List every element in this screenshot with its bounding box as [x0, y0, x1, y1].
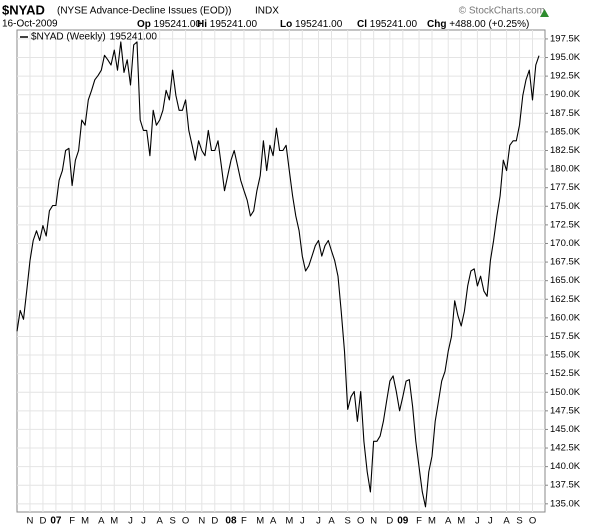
y-tick-label: 155.0K	[550, 350, 581, 361]
y-tick-label: 192.5K	[550, 71, 581, 82]
source: © StockCharts.com	[459, 6, 545, 17]
y-tick-label: 165.0K	[550, 275, 581, 286]
x-tick-label: A	[156, 516, 163, 527]
date: 16-Oct-2009	[2, 19, 58, 30]
x-tick-label: F	[69, 516, 75, 527]
y-tick-label: 150.0K	[550, 387, 581, 398]
y-tick-label: 185.0K	[550, 126, 581, 137]
y-tick-label: 145.0K	[550, 424, 581, 435]
y-tick-label: 140.0K	[550, 461, 581, 472]
y-tick-label: 170.0K	[550, 238, 581, 249]
x-tick-label: J	[475, 516, 480, 527]
x-tick-label: S	[345, 516, 351, 527]
y-tick-label: 162.5K	[550, 294, 581, 305]
y-tick-label: 190.0K	[550, 89, 581, 100]
y-tick-label: 137.5K	[550, 480, 581, 491]
y-tick-label: 180.0K	[550, 164, 581, 175]
quote-item: Op 195241.00	[137, 19, 201, 30]
y-tick-label: 177.5K	[550, 182, 581, 193]
y-tick-label: 187.5K	[550, 108, 581, 119]
x-tick-label: J	[488, 516, 493, 527]
x-tick-label: 08	[225, 516, 237, 527]
x-tick-label: O	[529, 516, 536, 527]
x-tick-label: J	[316, 516, 321, 527]
x-tick-label: D	[211, 516, 218, 527]
y-tick-label: 175.0K	[550, 201, 581, 212]
x-tick-label: D	[40, 516, 47, 527]
quote-value: 195241.00	[154, 19, 202, 30]
x-tick-label: D	[386, 516, 393, 527]
y-tick-label: 172.5K	[550, 219, 581, 230]
quote-label: Lo	[280, 19, 292, 30]
legend-label: $NYAD (Weekly)	[31, 32, 106, 43]
quote-item: Chg +488.00 (+0.25%)	[427, 19, 529, 30]
x-tick-label: N	[198, 516, 205, 527]
quote-label: Chg	[427, 19, 446, 30]
x-tick-label: J	[141, 516, 146, 527]
y-tick-label: 157.5K	[550, 331, 581, 342]
quote-label: Op	[137, 19, 151, 30]
x-tick-label: M	[110, 516, 118, 527]
trend-icon	[540, 9, 549, 17]
x-tick-label: A	[98, 516, 105, 527]
quote-value: 195241.00	[210, 19, 258, 30]
quote-item: Hi 195241.00	[197, 19, 257, 30]
legend-value: 195241.00	[110, 32, 158, 43]
x-tick-label: O	[357, 516, 364, 527]
x-tick-label: F	[416, 516, 422, 527]
x-tick-label: A	[445, 516, 452, 527]
exchange: INDX	[255, 6, 279, 17]
x-tick-label: A	[328, 516, 335, 527]
y-tick-label: 160.0K	[550, 312, 581, 323]
x-tick-label: S	[169, 516, 175, 527]
quote-value: 195241.00	[370, 19, 418, 30]
y-tick-label: 147.5K	[550, 405, 581, 416]
x-tick-label: N	[370, 516, 377, 527]
y-tick-label: 142.5K	[550, 443, 581, 454]
x-tick-label: A	[270, 516, 277, 527]
x-tick-label: O	[182, 516, 189, 527]
price-line	[16, 41, 540, 508]
quote-label: Hi	[197, 19, 207, 30]
x-tick-label: M	[81, 516, 89, 527]
y-tick-label: 167.5K	[550, 257, 581, 268]
x-tick-label: N	[27, 516, 34, 527]
x-tick-label: F	[241, 516, 247, 527]
y-tick-label: 135.0K	[550, 498, 581, 509]
y-tick-label: 182.5K	[550, 145, 581, 156]
x-tick-label: M	[256, 516, 264, 527]
quote-value: +488.00 (+0.25%)	[449, 19, 529, 30]
x-tick-label: M	[457, 516, 465, 527]
security-name: (NYSE Advance-Decline Issues (EOD))	[57, 6, 232, 17]
quote-label: Cl	[357, 19, 367, 30]
x-tick-label: S	[516, 516, 522, 527]
grid	[17, 30, 545, 512]
x-tick-label: M	[285, 516, 293, 527]
quote-value: 195241.00	[295, 19, 343, 30]
x-tick-label: J	[300, 516, 305, 527]
x-tick-label: 07	[50, 516, 62, 527]
quote-item: Lo 195241.00	[280, 19, 343, 30]
plot-frame	[16, 29, 546, 513]
quote-item: Cl 195241.00	[357, 19, 417, 30]
y-tick-label: 197.5K	[550, 33, 581, 44]
x-tick-label: 09	[397, 516, 409, 527]
x-tick-label: J	[128, 516, 133, 527]
x-tick-label: A	[503, 516, 510, 527]
x-tick-label: M	[428, 516, 436, 527]
y-tick-label: 152.5K	[550, 368, 581, 379]
y-tick-label: 195.0K	[550, 52, 581, 63]
symbol: $NYAD	[2, 2, 45, 17]
